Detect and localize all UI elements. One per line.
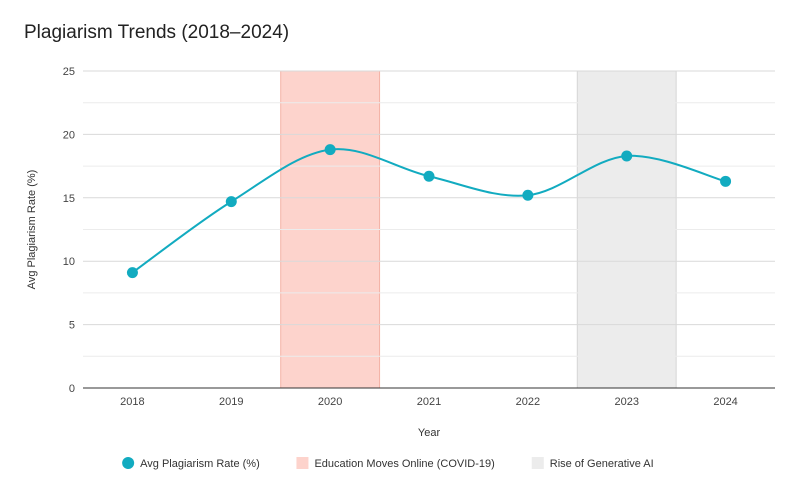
y-axis-title: Avg Plagiarism Rate (%) — [26, 170, 38, 290]
legend-marker-box — [296, 457, 309, 469]
legend-marker-dot — [122, 457, 135, 469]
legend-label: Avg Plagiarism Rate (%) — [140, 458, 260, 470]
y-tick-label: 20 — [63, 129, 75, 141]
data-point — [324, 144, 336, 156]
legend: Avg Plagiarism Rate (%) Education Moves O… — [122, 457, 654, 470]
y-tick-label: 5 — [69, 320, 75, 332]
x-tick-label: 2020 — [318, 396, 342, 408]
y-tick-label: 15 — [63, 193, 75, 205]
x-tick-label: 2022 — [516, 396, 540, 408]
x-tick-label: 2021 — [417, 396, 441, 408]
chart-title: Plagiarism Trends (2018–2024) — [24, 22, 290, 43]
data-point — [621, 150, 633, 162]
data-point — [423, 170, 435, 182]
data-point — [720, 175, 732, 187]
x-axis-title: Year — [418, 427, 441, 439]
data-point — [225, 196, 237, 208]
y-tick-label: 25 — [63, 66, 75, 78]
x-tick-label: 2024 — [713, 396, 737, 408]
x-tick-label: 2019 — [219, 396, 243, 408]
legend-label: Rise of Generative AI — [550, 458, 654, 470]
x-tick-label: 2018 — [120, 396, 144, 408]
y-tick-label: 10 — [63, 256, 75, 268]
x-tick-label: 2023 — [614, 396, 638, 408]
legend-label: Education Moves Online (COVID-19) — [314, 458, 494, 470]
y-tick-label: 0 — [69, 383, 75, 395]
data-point — [522, 189, 534, 201]
data-point — [126, 267, 138, 279]
legend-marker-box — [531, 457, 544, 469]
